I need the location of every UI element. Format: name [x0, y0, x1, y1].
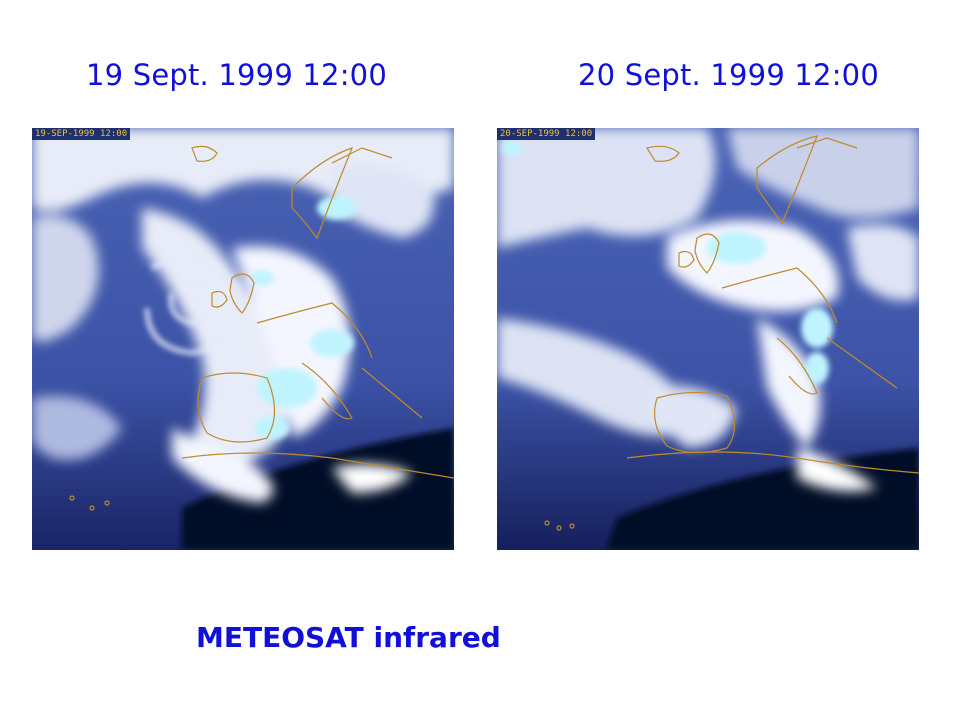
satellite-image-19-sep: 19-SEP-1999 12:00: [32, 128, 454, 550]
image-timestamp-label: 19-SEP-1999 12:00: [32, 128, 131, 140]
right-image-heading: 20 Sept. 1999 12:00: [578, 58, 879, 92]
figure-caption: METEOSAT infrared: [196, 621, 501, 654]
satellite-image-20-sep: 20-SEP-1999 12:00: [497, 128, 919, 550]
satellite-ir-image-right: [497, 128, 919, 550]
satellite-ir-image-left: [32, 128, 454, 550]
left-image-heading: 19 Sept. 1999 12:00: [86, 58, 387, 92]
image-timestamp-label: 20-SEP-1999 12:00: [497, 128, 596, 140]
